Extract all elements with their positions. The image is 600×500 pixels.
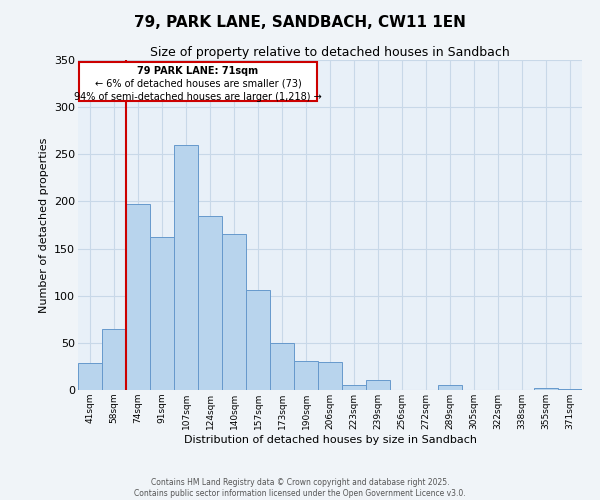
FancyBboxPatch shape [79,62,317,102]
Bar [294,361,318,390]
Bar [438,386,462,390]
Bar [174,145,198,390]
Text: 79, PARK LANE, SANDBACH, CW11 1EN: 79, PARK LANE, SANDBACH, CW11 1EN [134,15,466,30]
Text: Contains HM Land Registry data © Crown copyright and database right 2025.
Contai: Contains HM Land Registry data © Crown c… [134,478,466,498]
X-axis label: Distribution of detached houses by size in Sandbach: Distribution of detached houses by size … [184,434,476,444]
Bar [150,238,174,390]
Y-axis label: Number of detached properties: Number of detached properties [38,138,49,312]
Text: ← 6% of detached houses are smaller (73): ← 6% of detached houses are smaller (73) [95,79,301,89]
Bar [102,328,126,390]
Bar [558,389,582,390]
Bar [198,216,222,390]
Bar [318,362,342,390]
Bar [534,388,558,390]
Bar [366,380,390,390]
Title: Size of property relative to detached houses in Sandbach: Size of property relative to detached ho… [150,46,510,59]
Text: 94% of semi-detached houses are larger (1,218) →: 94% of semi-detached houses are larger (… [74,92,322,102]
Bar [222,234,246,390]
Bar [270,343,294,390]
Bar [246,290,270,390]
Bar [78,362,102,390]
Bar [126,204,150,390]
Text: 79 PARK LANE: 71sqm: 79 PARK LANE: 71sqm [137,66,259,76]
Bar [342,386,366,390]
